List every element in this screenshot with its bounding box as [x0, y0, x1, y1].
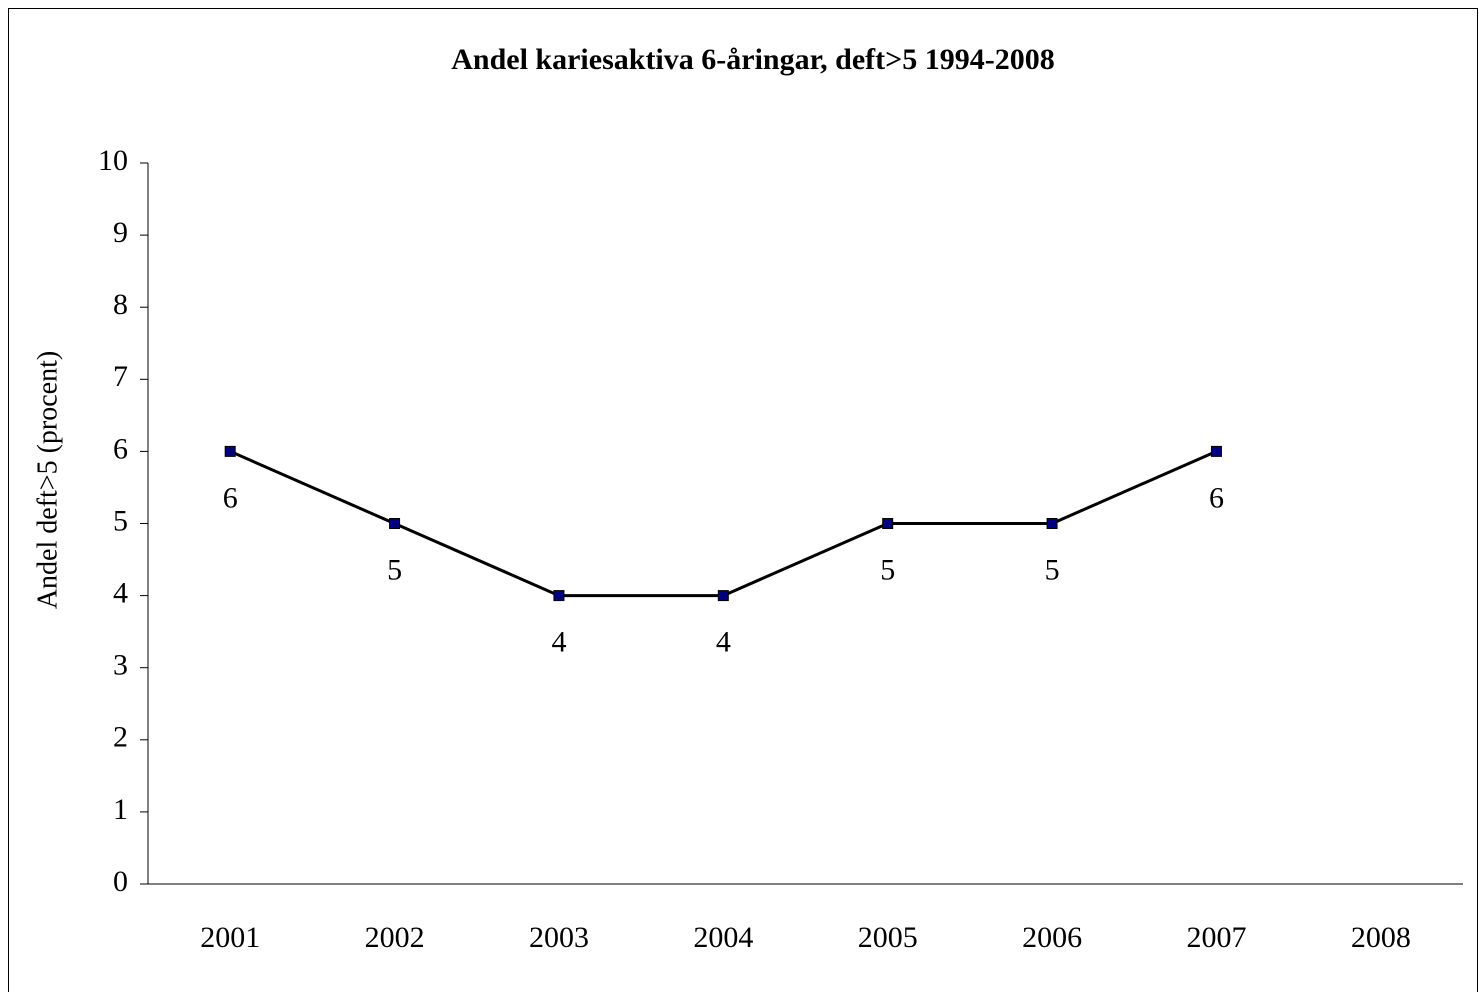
x-tick-label: 2007 — [1186, 921, 1246, 954]
x-tick-label: 2001 — [200, 921, 260, 954]
data-marker — [224, 445, 236, 457]
x-tick-label: 2005 — [858, 921, 918, 954]
y-tick-label: 5 — [113, 504, 128, 537]
data-label: 6 — [223, 481, 238, 514]
y-tick-label: 6 — [113, 432, 128, 465]
y-tick-label: 7 — [113, 360, 128, 393]
y-tick-label: 4 — [113, 576, 128, 609]
data-label: 4 — [551, 625, 566, 658]
data-marker — [717, 590, 729, 602]
data-label: 5 — [387, 553, 402, 586]
data-marker — [553, 590, 565, 602]
data-marker — [1210, 445, 1222, 457]
y-tick-label: 0 — [113, 865, 128, 898]
x-tick-label: 2003 — [529, 921, 589, 954]
y-axis-label: Andel deft>5 (procent) — [32, 351, 63, 609]
data-label: 5 — [1045, 553, 1060, 586]
chart-frame — [8, 8, 1478, 992]
y-tick-label: 9 — [113, 216, 128, 249]
y-tick-label: 3 — [113, 649, 128, 682]
x-tick-label: 2002 — [365, 921, 425, 954]
data-marker — [882, 518, 894, 529]
data-label: 6 — [1209, 481, 1224, 514]
x-tick-label: 2008 — [1351, 921, 1411, 954]
data-label: 5 — [880, 553, 895, 586]
chart-title: Andel kariesaktiva 6-åringar, deft>5 199… — [451, 43, 1054, 76]
y-tick-label: 8 — [113, 288, 128, 321]
y-tick-label: 1 — [113, 793, 128, 826]
y-tick-label: 10 — [98, 144, 128, 177]
data-label: 4 — [716, 625, 731, 658]
y-tick-label: 2 — [113, 721, 128, 754]
data-marker — [389, 518, 401, 529]
x-tick-label: 2006 — [1022, 921, 1082, 954]
x-tick-label: 2004 — [693, 921, 753, 954]
data-marker — [1046, 518, 1058, 529]
